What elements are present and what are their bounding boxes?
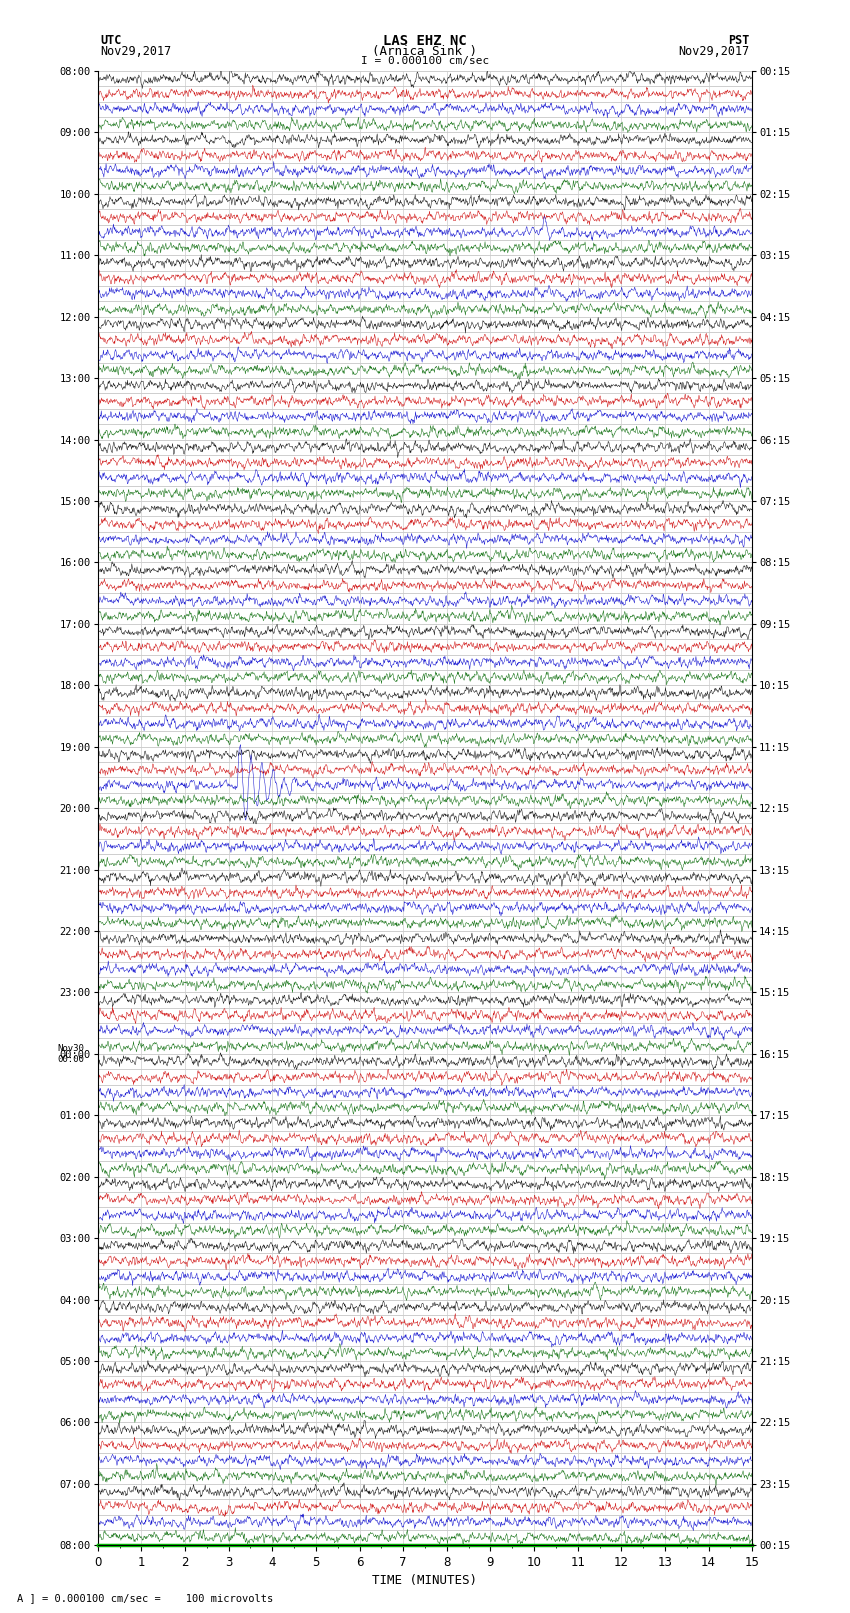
Text: Nov30
00:00: Nov30 00:00 [58, 1044, 84, 1063]
Text: UTC: UTC [100, 34, 122, 47]
Text: (Arnica Sink ): (Arnica Sink ) [372, 45, 478, 58]
Text: LAS EHZ NC: LAS EHZ NC [383, 34, 467, 48]
Text: Nov29,2017: Nov29,2017 [100, 45, 172, 58]
Text: PST: PST [728, 34, 750, 47]
Text: I = 0.000100 cm/sec: I = 0.000100 cm/sec [361, 56, 489, 66]
Text: Nov29,2017: Nov29,2017 [678, 45, 750, 58]
X-axis label: TIME (MINUTES): TIME (MINUTES) [372, 1574, 478, 1587]
Text: A ] = 0.000100 cm/sec =    100 microvolts: A ] = 0.000100 cm/sec = 100 microvolts [17, 1594, 273, 1603]
